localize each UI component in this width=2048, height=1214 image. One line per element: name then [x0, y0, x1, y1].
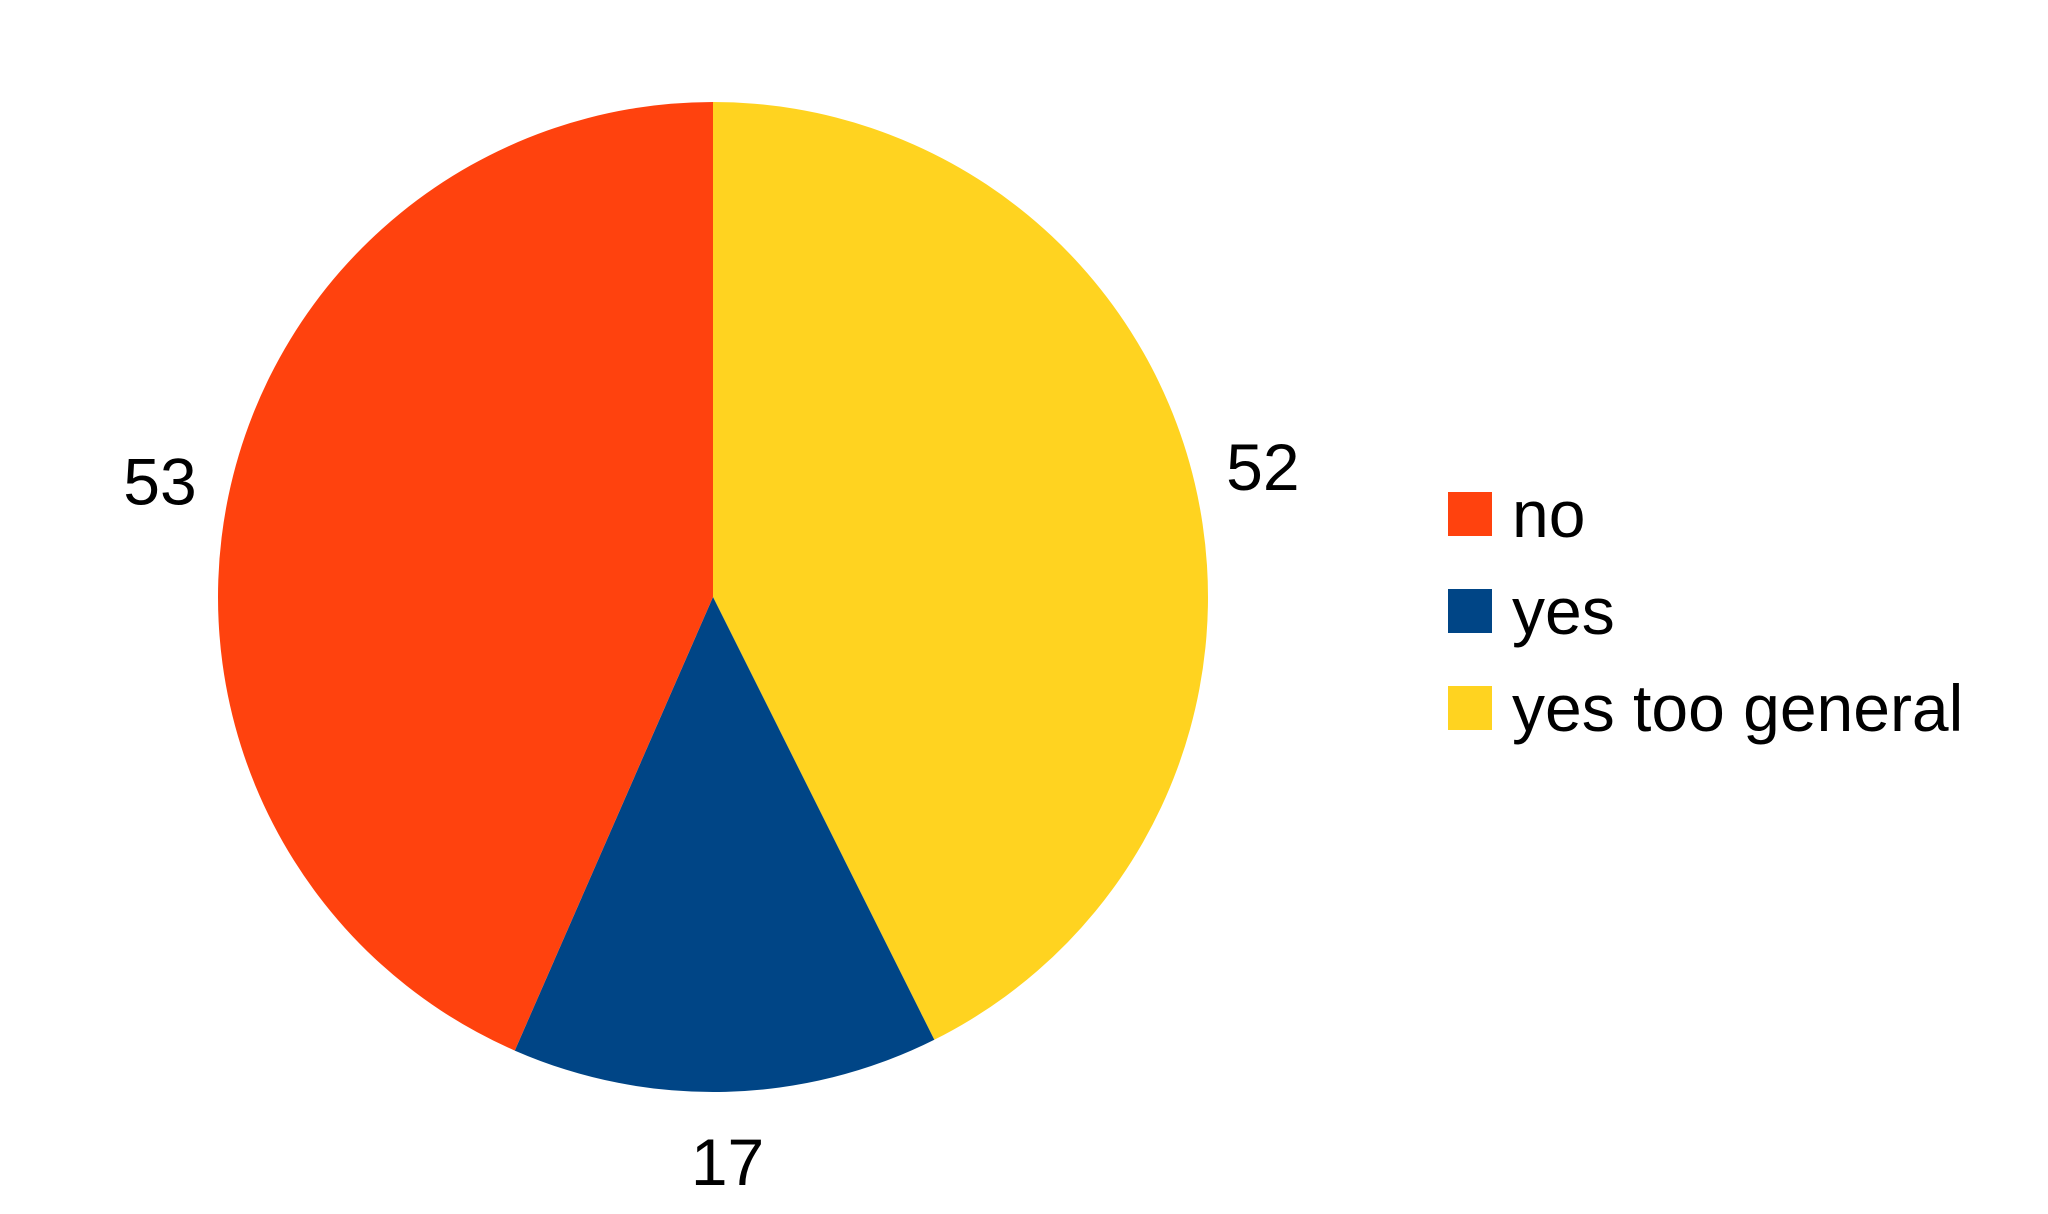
- slice-value-label: 17: [691, 1125, 764, 1199]
- legend-label: yes: [1512, 574, 1615, 648]
- legend: no yes yes too general: [1448, 477, 1963, 745]
- legend-label: yes too general: [1512, 671, 1963, 745]
- pie-slice-no: [217, 102, 713, 1051]
- pie-slices: [217, 102, 1209, 1093]
- legend-label: no: [1512, 477, 1585, 551]
- slice-value-label: 52: [1226, 430, 1299, 504]
- legend-swatch: [1448, 686, 1492, 730]
- slice-labels: 52 17 53: [123, 430, 1299, 1199]
- pie-slice-yes-too-general: [713, 102, 1209, 1040]
- slice-value-label: 53: [123, 444, 196, 518]
- legend-swatch: [1448, 589, 1492, 633]
- pie-slice-yes: [514, 597, 935, 1093]
- legend-swatch: [1448, 492, 1492, 536]
